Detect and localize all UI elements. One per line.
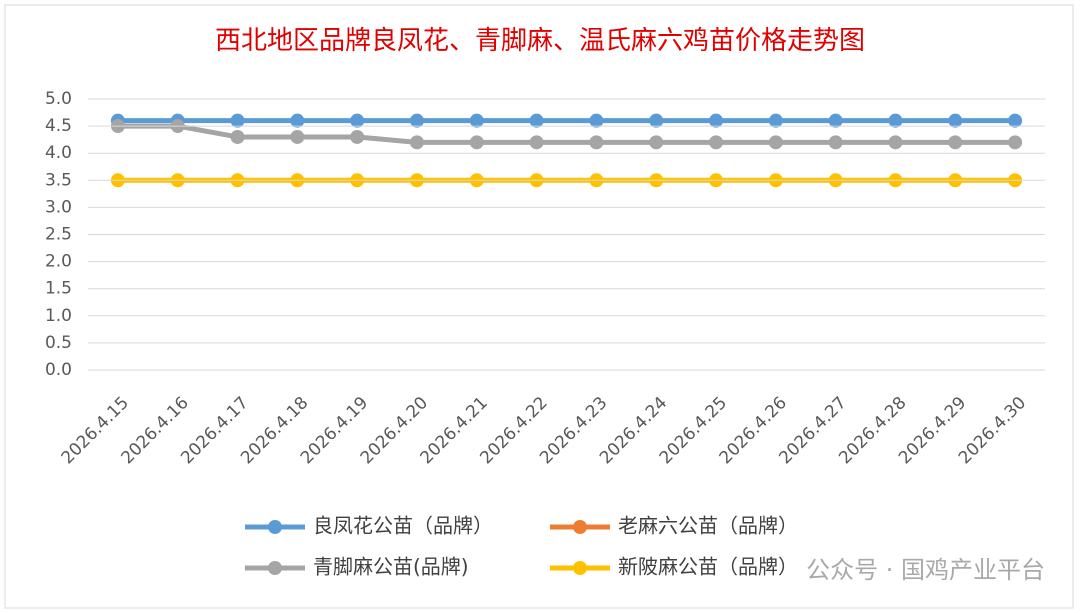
data-point [828, 113, 843, 128]
data-point [709, 135, 724, 150]
data-point [409, 135, 424, 150]
y-tick-label: 4.0 [45, 143, 72, 163]
data-point [529, 135, 544, 150]
legend-marker [268, 561, 282, 575]
data-point [888, 113, 903, 128]
data-point [828, 135, 843, 150]
data-point [589, 113, 604, 128]
y-tick-label: 3.5 [45, 170, 72, 190]
data-point [230, 113, 245, 128]
y-tick-label: 2.0 [45, 252, 72, 272]
data-point [768, 135, 783, 150]
data-point [290, 113, 305, 128]
legend-label: 青脚麻公苗(品牌) [313, 555, 469, 579]
data-point [230, 129, 245, 144]
data-point [1008, 135, 1023, 150]
y-tick-label: 0.0 [45, 360, 72, 380]
data-point [649, 113, 664, 128]
data-point [350, 129, 365, 144]
data-point [948, 113, 963, 128]
y-tick-label: 1.0 [45, 306, 72, 326]
legend-marker [268, 520, 282, 534]
chart-frame [4, 4, 1074, 609]
chart-title: 西北地区品牌良凤花、青脚麻、温氏麻六鸡苗价格走势图 [215, 26, 865, 56]
y-tick-label: 5.0 [45, 89, 72, 109]
legend-label: 老麻六公苗（品牌） [618, 514, 798, 538]
data-point [469, 135, 484, 150]
data-point [589, 135, 604, 150]
data-point [768, 113, 783, 128]
data-point [709, 113, 724, 128]
y-tick-label: 3.0 [45, 197, 72, 217]
data-point [529, 113, 544, 128]
watermark: 公众号 · 国鸡产业平台 [806, 556, 1045, 584]
legend-label: 良凤花公苗（品牌） [313, 514, 493, 538]
data-point [1008, 113, 1023, 128]
data-point [350, 113, 365, 128]
y-tick-label: 0.5 [45, 333, 72, 353]
legend-marker [573, 520, 587, 534]
data-point [888, 135, 903, 150]
y-tick-label: 2.5 [45, 225, 72, 245]
data-point [469, 113, 484, 128]
data-point [649, 135, 664, 150]
data-point [948, 135, 963, 150]
y-tick-label: 4.5 [45, 116, 72, 136]
series-line [117, 123, 1016, 145]
legend-marker [573, 561, 587, 575]
y-tick-label: 1.5 [45, 279, 72, 299]
data-point [290, 129, 305, 144]
legend-label: 新陂麻公苗（品牌） [618, 555, 798, 579]
data-point [409, 113, 424, 128]
